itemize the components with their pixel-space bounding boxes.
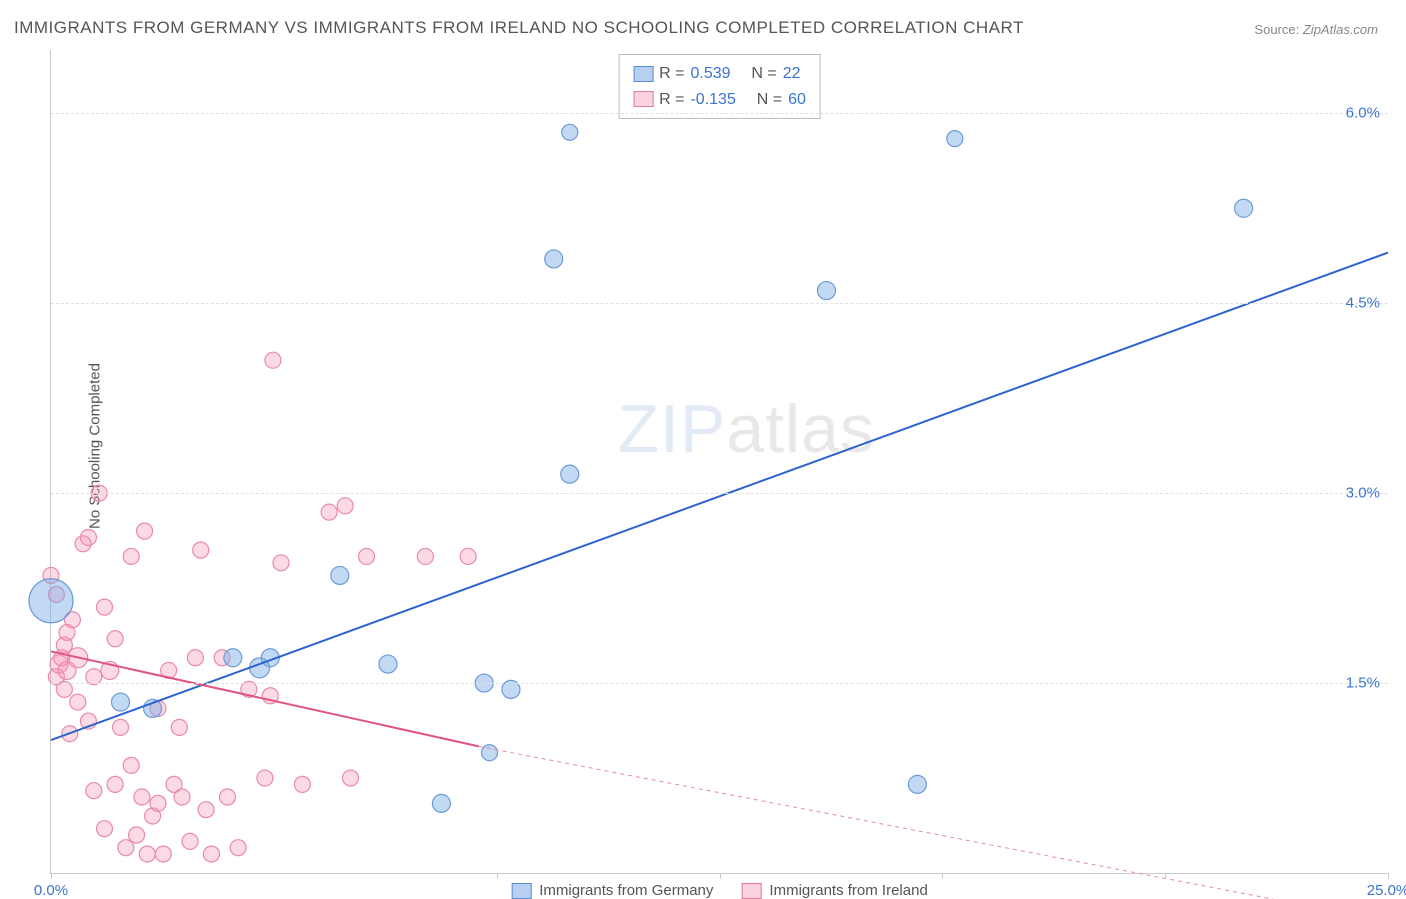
- scatter-point-ireland: [107, 631, 123, 647]
- scatter-point-germany: [224, 649, 242, 667]
- source-label: Source:: [1254, 22, 1299, 37]
- chart-plot-area: ZIPatlas R = 0.539 N = 22 R = -0.135 N =…: [50, 50, 1388, 874]
- scatter-point-ireland: [129, 827, 145, 843]
- scatter-point-ireland: [203, 846, 219, 862]
- scatter-point-germany: [947, 131, 963, 147]
- gridline-h: [51, 303, 1388, 304]
- y-tick-label: 3.0%: [1346, 485, 1380, 502]
- x-tick: [1165, 873, 1166, 879]
- scatter-point-germany: [817, 282, 835, 300]
- scatter-point-ireland: [107, 776, 123, 792]
- scatter-point-ireland: [123, 757, 139, 773]
- scatter-point-germany: [545, 250, 563, 268]
- scatter-point-ireland: [193, 542, 209, 558]
- source-attribution: Source: ZipAtlas.com: [1254, 22, 1378, 37]
- legend-item-ireland: Immigrants from Ireland: [741, 882, 927, 899]
- scatter-point-ireland: [134, 789, 150, 805]
- scatter-point-ireland: [80, 529, 96, 545]
- scatter-point-ireland: [187, 650, 203, 666]
- scatter-svg: [51, 50, 1388, 873]
- scatter-point-ireland: [257, 770, 273, 786]
- scatter-point-ireland: [417, 548, 433, 564]
- scatter-point-ireland: [273, 555, 289, 571]
- scatter-point-ireland: [70, 694, 86, 710]
- scatter-point-ireland: [460, 548, 476, 564]
- scatter-point-germany: [561, 465, 579, 483]
- scatter-point-ireland: [342, 770, 358, 786]
- scatter-point-germany: [112, 693, 130, 711]
- scatter-point-ireland: [265, 352, 281, 368]
- scatter-point-ireland: [198, 802, 214, 818]
- source-value: ZipAtlas.com: [1303, 22, 1378, 37]
- scatter-point-germany: [379, 655, 397, 673]
- legend-label-germany: Immigrants from Germany: [539, 882, 713, 899]
- x-tick-label: 0.0%: [34, 882, 68, 899]
- legend-series: Immigrants from Germany Immigrants from …: [511, 882, 928, 899]
- legend-label-ireland: Immigrants from Ireland: [769, 882, 927, 899]
- scatter-point-ireland: [96, 599, 112, 615]
- x-tick: [497, 873, 498, 879]
- scatter-point-ireland: [118, 840, 134, 856]
- x-tick: [942, 873, 943, 879]
- scatter-point-germany: [29, 579, 73, 623]
- gridline-h: [51, 113, 1388, 114]
- scatter-point-ireland: [359, 548, 375, 564]
- scatter-point-germany: [482, 745, 498, 761]
- scatter-point-ireland: [321, 504, 337, 520]
- swatch-blue-icon: [511, 883, 531, 899]
- scatter-point-ireland: [113, 719, 129, 735]
- y-tick-label: 4.5%: [1346, 295, 1380, 312]
- scatter-point-ireland: [182, 833, 198, 849]
- trendline-ireland-dashed: [479, 746, 1335, 899]
- scatter-point-germany: [562, 124, 578, 140]
- gridline-h: [51, 683, 1388, 684]
- trendline-germany: [51, 253, 1388, 740]
- scatter-point-ireland: [96, 821, 112, 837]
- scatter-point-ireland: [171, 719, 187, 735]
- scatter-point-ireland: [337, 498, 353, 514]
- scatter-point-germany: [908, 775, 926, 793]
- x-tick: [720, 873, 721, 879]
- y-tick-label: 1.5%: [1346, 675, 1380, 692]
- scatter-point-germany: [331, 566, 349, 584]
- scatter-point-ireland: [123, 548, 139, 564]
- scatter-point-germany: [432, 794, 450, 812]
- gridline-h: [51, 493, 1388, 494]
- chart-title: IMMIGRANTS FROM GERMANY VS IMMIGRANTS FR…: [14, 18, 1024, 38]
- scatter-point-ireland: [150, 795, 166, 811]
- swatch-pink-icon: [741, 883, 761, 899]
- scatter-point-ireland: [230, 840, 246, 856]
- scatter-point-ireland: [155, 846, 171, 862]
- scatter-point-ireland: [139, 846, 155, 862]
- scatter-point-ireland: [219, 789, 235, 805]
- x-tick: [51, 873, 52, 879]
- scatter-point-ireland: [174, 789, 190, 805]
- y-tick-label: 6.0%: [1346, 105, 1380, 122]
- x-tick-label: 25.0%: [1367, 882, 1406, 899]
- legend-item-germany: Immigrants from Germany: [511, 882, 713, 899]
- x-tick: [1388, 873, 1389, 879]
- scatter-point-ireland: [137, 523, 153, 539]
- scatter-point-germany: [1235, 199, 1253, 217]
- scatter-point-ireland: [86, 783, 102, 799]
- scatter-point-ireland: [294, 776, 310, 792]
